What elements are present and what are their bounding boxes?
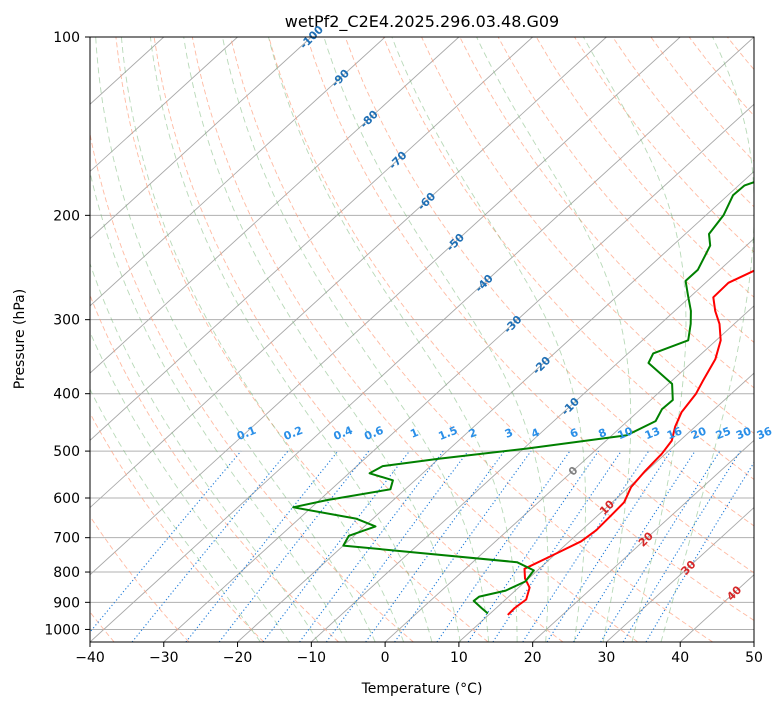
x-tick-label: −10 [297, 650, 327, 666]
dry-adiabat [459, 37, 754, 389]
y-axis: 100 200 300 400 500 600 700 800 900 1000 [44, 30, 90, 638]
isotherm-line [532, 439, 754, 642]
chart-title: wetPf2_C2E4.2025.296.03.48.G09 [285, 12, 559, 32]
moist-adiabat [222, 37, 490, 642]
mixing-ratio-line [262, 450, 410, 642]
isotherm-line [90, 37, 312, 240]
x-axis-label: Temperature (°C) [361, 681, 483, 697]
y-tick-label: 400 [53, 387, 80, 403]
y-tick-label: 100 [53, 30, 80, 46]
moist-adiabat [391, 37, 586, 642]
dry-adiabat [535, 37, 754, 298]
mixing-ratio-label: 3 [503, 426, 515, 441]
moist-adiabat [149, 37, 433, 642]
isotherm-line [90, 37, 681, 576]
mixing-ratio-line [394, 450, 532, 642]
mixing-ratio-line [622, 450, 741, 642]
y-tick-label: 200 [53, 208, 80, 224]
mixing-ratio-line [218, 450, 370, 642]
moist-adiabat [90, 170, 348, 642]
mixing-ratio-label: 16 [665, 424, 684, 442]
background-lines [90, 37, 754, 642]
mixing-ratio-label: 10 [616, 424, 635, 442]
mixing-ratio-label: 1 [408, 426, 420, 441]
mixing-ratio-line [600, 450, 721, 642]
moist-adiabat [268, 37, 518, 642]
dry-adiabat [230, 37, 713, 642]
isotherm-line [90, 37, 460, 374]
isotherm-line [384, 305, 754, 642]
dewpoint-line [292, 181, 754, 615]
moist-adiabat [90, 262, 319, 642]
moist-adiabat [120, 37, 405, 642]
mixing-ratio-label: 2 [467, 426, 479, 441]
x-tick-label: 50 [745, 650, 763, 666]
y-tick-label: 1000 [44, 622, 80, 638]
mixing-ratio-line [492, 450, 622, 642]
moist-adiabat [660, 37, 754, 642]
x-tick-label: 30 [598, 650, 616, 666]
x-tick-label: 40 [671, 650, 689, 666]
mixing-ratio-line [522, 450, 650, 642]
isotherm-line [90, 37, 238, 173]
isotherm-line [90, 37, 533, 441]
dry-adiabat [90, 412, 265, 642]
mixing-ratio-line [90, 450, 242, 633]
moist-adiabat [90, 388, 261, 642]
isotherm-line [90, 37, 607, 509]
dry-adiabat [191, 37, 639, 642]
y-axis-label: Pressure (hPa) [12, 289, 28, 389]
x-tick-label: 20 [524, 650, 542, 666]
y-tick-label: 700 [53, 531, 80, 547]
mixing-ratio-label: 36 [755, 424, 774, 442]
plot-frame [89, 36, 755, 643]
moist-adiabat [476, 37, 632, 642]
y-tick-label: 600 [53, 491, 80, 507]
x-tick-label: 10 [450, 650, 468, 666]
x-axis: −40 −30 −20 −10 0 10 20 30 40 50 [75, 642, 763, 666]
mixing-ratio-label: 30 [734, 424, 753, 442]
mixing-ratio-line [645, 461, 754, 642]
moist-adiabat [183, 37, 461, 642]
mixing-ratio-label: 8 [597, 426, 609, 441]
data-series [292, 181, 754, 616]
dry-adiabat [153, 37, 564, 642]
y-tick-label: 900 [53, 595, 80, 611]
mixing-ratio-label: 20 [689, 424, 708, 442]
dry-adiabat [90, 293, 339, 642]
dry-adiabat [90, 131, 414, 642]
mixing-ratio-line [299, 450, 444, 642]
x-tick-label: −20 [223, 650, 253, 666]
isotherm-line [458, 372, 754, 642]
y-tick-label: 800 [53, 565, 80, 581]
x-tick-label: −30 [149, 650, 179, 666]
isotherm-line [90, 37, 754, 642]
moist-adiabat [95, 37, 376, 642]
x-tick-label: −40 [75, 650, 105, 666]
moist-adiabat [323, 37, 549, 642]
mixing-ratio-line [185, 450, 339, 642]
isotherm-line [90, 37, 386, 307]
dry-adiabat [382, 37, 754, 481]
isotherm-line [606, 506, 754, 642]
mixing-ratio-label: 25 [714, 424, 733, 442]
moist-adiabat [583, 37, 687, 642]
dry-adiabat [344, 37, 754, 527]
mixing-ratio-line [325, 450, 469, 642]
dry-adiabat [306, 37, 754, 574]
temperature-line [507, 269, 754, 616]
dry-adiabat [421, 37, 754, 435]
isotherm-line [237, 170, 754, 642]
isotherm-line [163, 103, 754, 642]
dry-adiabat [115, 37, 489, 642]
x-tick-label: 0 [381, 650, 390, 666]
moist-adiabat [90, 330, 290, 642]
y-tick-label: 300 [53, 313, 80, 329]
y-tick-label: 500 [53, 444, 80, 460]
mixing-ratio-label: 13 [643, 424, 662, 442]
dry-adiabat [268, 37, 754, 621]
mixing-ratio-line [365, 450, 505, 642]
